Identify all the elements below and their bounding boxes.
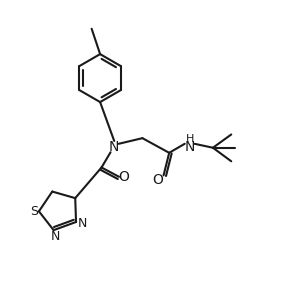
Text: O: O [119,170,129,184]
Text: H: H [186,134,195,144]
Text: O: O [152,172,163,187]
Text: S: S [30,205,38,218]
Text: N: N [78,217,87,230]
Text: N: N [185,140,195,154]
Text: N: N [109,140,119,154]
Text: N: N [50,230,60,243]
